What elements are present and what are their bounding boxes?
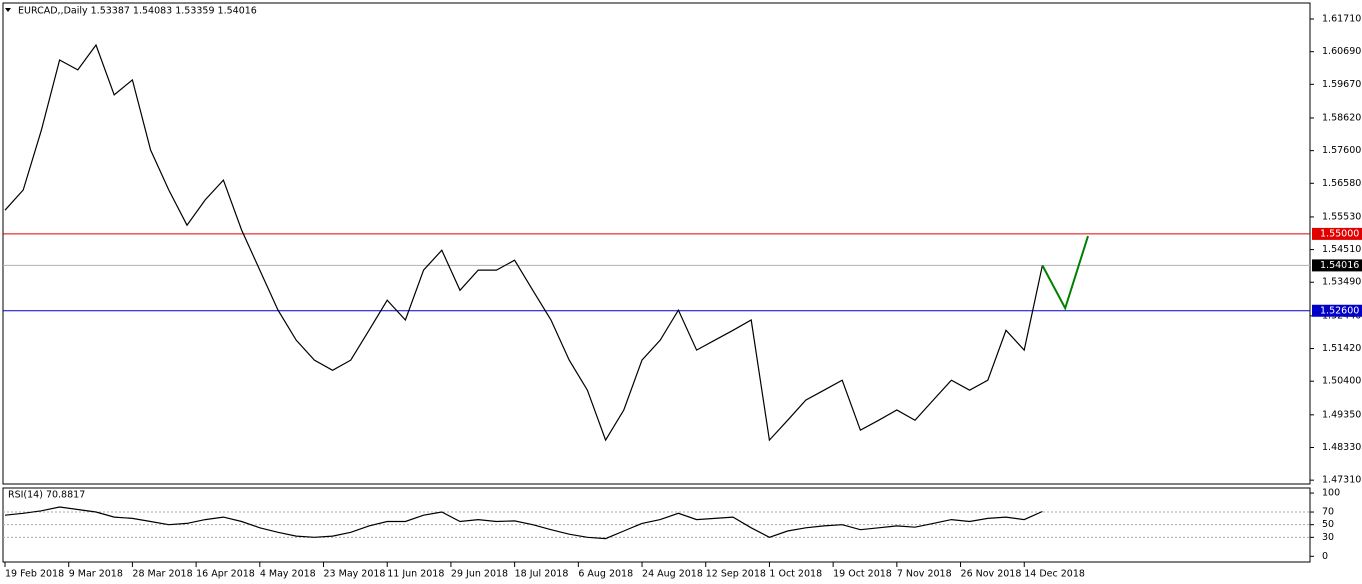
y-tick-label: 1.49350 [1322, 409, 1361, 420]
y-tick-label: 1.53490 [1322, 277, 1361, 288]
rsi-title: RSI(14) 70.8817 [8, 490, 85, 501]
y-tick-label: 1.47310 [1322, 475, 1361, 486]
y-tick-label: 0 [1322, 551, 1328, 562]
x-tick-label: 7 Nov 2018 [897, 569, 952, 580]
level-label: 1.54016 [1320, 260, 1359, 271]
x-tick-label: 29 Jun 2018 [451, 569, 508, 580]
x-tick-label: 18 Jul 2018 [515, 569, 569, 580]
level-box [1312, 304, 1362, 317]
menu-arrow [5, 8, 11, 12]
x-tick-label: 1 Oct 2018 [769, 569, 822, 580]
level-label: 1.52600 [1320, 305, 1359, 316]
y-tick-label: 1.56580 [1322, 178, 1361, 189]
x-tick-label: 6 Aug 2018 [578, 569, 633, 580]
y-tick-label: 1.55530 [1322, 211, 1361, 222]
x-tick-label: 12 Sep 2018 [706, 569, 766, 580]
y-tick-label: 30 [1322, 532, 1334, 543]
main-frame [2, 2, 1311, 485]
chart-title: EURCAD,,Daily 1.53387 1.54083 1.53359 1.… [18, 6, 257, 17]
x-tick-label: 4 May 2018 [260, 569, 316, 580]
y-tick-label: 1.60690 [1322, 46, 1361, 57]
price-line [4, 43, 1043, 442]
x-tick-label: 24 Aug 2018 [642, 569, 703, 580]
level-box [1312, 227, 1362, 240]
level-box [1312, 259, 1362, 272]
y-tick-label: 1.58620 [1322, 112, 1361, 123]
x-tick-label: 14 Dec 2018 [1024, 569, 1085, 580]
x-tick-label: 28 Mar 2018 [132, 569, 192, 580]
projection-line [1041, 235, 1089, 311]
y-tick-label: 100 [1322, 488, 1340, 499]
y-tick-label: 1.51420 [1322, 343, 1361, 354]
y-tick-label: 1.54510 [1322, 244, 1361, 255]
x-tick-label: 16 Apr 2018 [196, 569, 255, 580]
price-line [4, 506, 1043, 540]
y-tick-label: 1.59670 [1322, 79, 1361, 90]
y-tick-label: 50 [1322, 519, 1334, 530]
y-tick-label: 1.61710 [1322, 14, 1361, 25]
y-tick-label: 1.48330 [1322, 442, 1361, 453]
x-tick-label: 11 Jun 2018 [387, 569, 444, 580]
y-tick-label: 1.57600 [1322, 145, 1361, 156]
y-tick-label: 70 [1322, 507, 1334, 518]
x-tick-label: 26 Nov 2018 [961, 569, 1022, 580]
y-tick-label: 1.50400 [1322, 376, 1361, 387]
x-tick-label: 19 Feb 2018 [5, 569, 64, 580]
x-tick-label: 9 Mar 2018 [69, 569, 123, 580]
x-tick-label: 19 Oct 2018 [833, 569, 892, 580]
x-tick-label: 23 May 2018 [324, 569, 386, 580]
level-label: 1.55000 [1320, 228, 1359, 239]
